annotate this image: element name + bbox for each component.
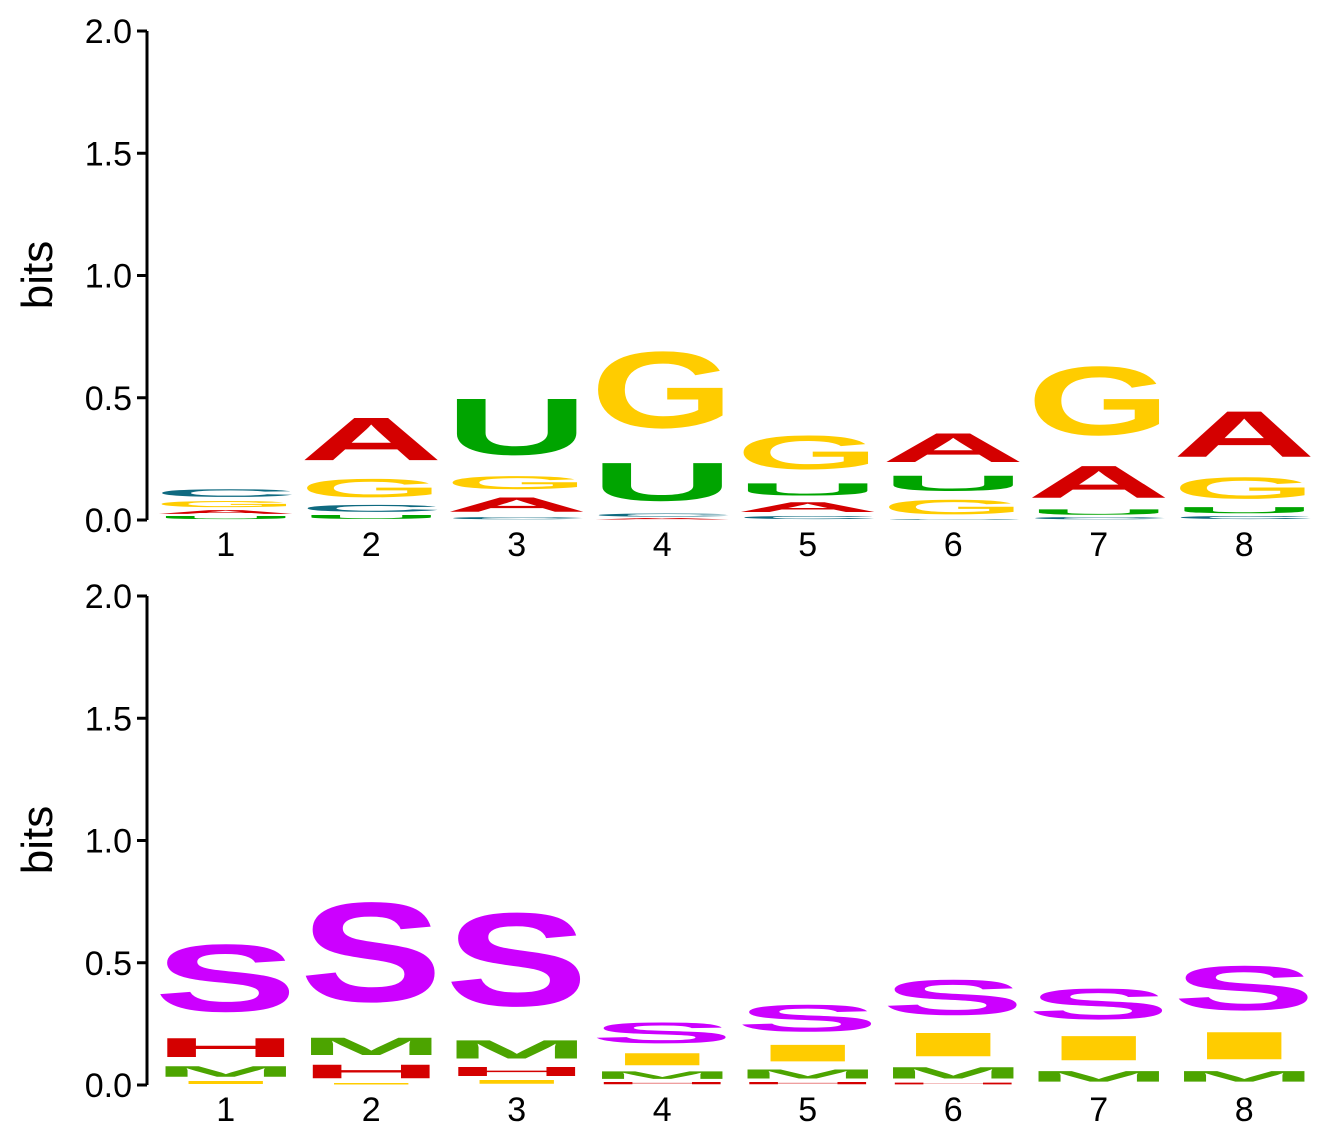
y-tick-label: 0.0 xyxy=(85,502,132,540)
logo-letter-m: M xyxy=(591,1069,734,1081)
y-axis-title: bits xyxy=(13,241,62,309)
logo-panel-sequence: bits 0.00.51.01.52.01 2 3 4 5 6 7 8UAGCUCGACAGU… xyxy=(13,13,1316,564)
x-tick-label: 7 xyxy=(1089,526,1108,564)
logo-letter-c: C xyxy=(1027,516,1171,520)
logo-letter-c: C xyxy=(882,519,1025,520)
logo-letter-m: M xyxy=(445,1035,588,1064)
logo-letter-g: G xyxy=(154,499,297,509)
logo-letter-g: G xyxy=(445,472,588,493)
logo-letter-i: I xyxy=(154,1080,297,1085)
y-tick-label: 1.0 xyxy=(85,258,132,296)
logo-letter-m: M xyxy=(1173,1068,1316,1085)
logo-letter-h: H xyxy=(300,1060,443,1082)
logo-letter-a: A xyxy=(1027,456,1171,508)
logo-letter-s: S xyxy=(1027,979,1170,1028)
logo-letter-u: U xyxy=(882,471,1025,495)
x-tick-label: 6 xyxy=(944,526,963,564)
x-tick-label: 8 xyxy=(1235,1091,1254,1129)
logo-letter-s: S xyxy=(1173,952,1316,1023)
y-tick-label: 2.0 xyxy=(85,13,132,51)
logo-letter-u: U xyxy=(154,515,297,520)
x-tick-label: 5 xyxy=(798,1091,817,1129)
logo-letter-g: G xyxy=(300,473,443,502)
logo-letter-h: H xyxy=(445,1064,588,1079)
logo-letter-g: G xyxy=(882,495,1025,518)
logo-letter-c: C xyxy=(154,487,298,499)
logo-letter-s: S xyxy=(154,925,297,1032)
logo-letter-c: C xyxy=(445,516,589,520)
logo-letter-u: U xyxy=(1173,505,1316,515)
logo-letter-m: M xyxy=(1027,1068,1170,1085)
logo-letter-c: C xyxy=(736,515,879,520)
logo-letter-a: A xyxy=(154,509,297,515)
logo-letter-a: A xyxy=(736,499,880,515)
logo-letter-u: U xyxy=(591,451,734,512)
logo-letter-i: I xyxy=(882,1026,1025,1064)
logo-letter-a: A xyxy=(300,405,444,473)
logo-letter-s: S xyxy=(445,885,588,1034)
y-axis-title: bits xyxy=(13,806,62,874)
logo-letter-c: C xyxy=(591,513,734,518)
logo-letter-u: U xyxy=(1027,508,1171,517)
logo-letter-h: H xyxy=(154,1033,297,1063)
logo-letter-g: G xyxy=(1173,471,1316,505)
logo-letter-s: S xyxy=(591,1016,734,1049)
y-tick-label: 1.5 xyxy=(85,700,132,738)
logo-letter-i: I xyxy=(1027,1029,1170,1068)
logo-letter-g: G xyxy=(1027,346,1170,456)
logo-letter-g: G xyxy=(591,330,734,452)
x-tick-label: 1 xyxy=(216,526,235,564)
logo-letter-c: C xyxy=(300,503,443,514)
logo-panel-structure: bits 0.00.51.01.52.01 2 3 4 5 6 7 8IMHSIHMSIHMS… xyxy=(13,578,1316,1129)
logo-letter-a: A xyxy=(591,518,734,520)
y-tick-label: 0.5 xyxy=(85,380,132,418)
x-tick-label: 4 xyxy=(653,1091,672,1129)
logo-letter-a: A xyxy=(445,493,588,516)
logo-letter-i: I xyxy=(1173,1024,1316,1068)
logo-letter-u: U xyxy=(736,480,879,500)
logo-letter-s: S xyxy=(736,997,880,1040)
logo-letter-i: I xyxy=(445,1079,588,1085)
x-tick-label: 1 xyxy=(216,1091,235,1129)
logo-letter-m: M xyxy=(300,1033,443,1061)
logo-letter-s: S xyxy=(882,970,1025,1026)
x-tick-label: 3 xyxy=(507,1091,526,1129)
logo-letter-a: A xyxy=(1173,398,1316,471)
x-tick-label: 4 xyxy=(653,526,672,564)
logo-letter-u: U xyxy=(445,382,588,472)
x-tick-label: 5 xyxy=(798,526,817,564)
x-tick-label: 8 xyxy=(1235,526,1254,564)
y-tick-label: 0.0 xyxy=(85,1067,132,1105)
logo-letter-c: C xyxy=(1173,515,1316,520)
logo-letter-m: M xyxy=(736,1067,879,1082)
logo-letter-a: A xyxy=(882,425,1025,471)
logo-letter-h: H xyxy=(736,1081,880,1085)
logo-letter-g: G xyxy=(736,426,879,480)
x-tick-label: 2 xyxy=(362,526,381,564)
y-tick-label: 1.0 xyxy=(85,823,132,861)
logo-letter-h: H xyxy=(882,1082,1025,1085)
logo-letter-i: I xyxy=(591,1049,734,1069)
y-tick-label: 1.5 xyxy=(85,135,132,173)
x-tick-label: 6 xyxy=(944,1091,963,1129)
y-tick-label: 2.0 xyxy=(85,578,132,616)
x-tick-label: 3 xyxy=(507,526,526,564)
logo-letter-h: H xyxy=(591,1081,735,1085)
x-tick-label: 2 xyxy=(362,1091,381,1129)
x-tick-label: 7 xyxy=(1089,1091,1108,1129)
logo-letter-u: U xyxy=(300,514,443,520)
logo-letter-i: I xyxy=(736,1040,879,1067)
logo-letter-m: M xyxy=(154,1063,297,1080)
logo-letter-i: I xyxy=(300,1083,443,1085)
logo-letter-m: M xyxy=(882,1064,1025,1082)
logo-letter-s: S xyxy=(300,873,443,1032)
y-tick-label: 0.5 xyxy=(85,945,132,983)
